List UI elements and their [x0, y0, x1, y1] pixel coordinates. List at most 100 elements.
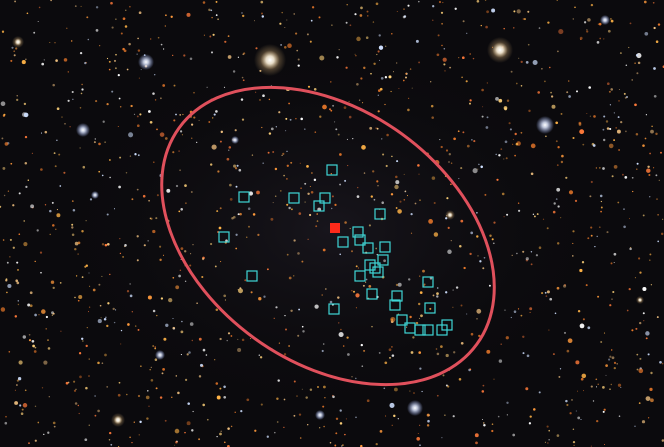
- star: [636, 353, 639, 356]
- star: [355, 293, 360, 298]
- center-marker: [330, 223, 340, 233]
- star: [554, 312, 557, 315]
- star: [515, 82, 518, 85]
- star: [178, 150, 180, 152]
- star: [145, 395, 150, 400]
- star: [21, 60, 26, 65]
- star: [530, 263, 533, 266]
- star: [279, 190, 282, 192]
- star: [391, 346, 393, 348]
- star: [557, 146, 560, 149]
- star: [69, 126, 71, 128]
- star: [178, 274, 181, 278]
- star: [471, 139, 473, 141]
- star: [266, 268, 269, 271]
- star: [311, 6, 315, 9]
- star: [360, 444, 363, 447]
- star: [309, 388, 313, 392]
- star: [436, 53, 440, 57]
- star: [419, 444, 421, 446]
- star: [126, 393, 128, 396]
- star: [342, 444, 344, 446]
- star: [213, 113, 216, 116]
- star: [53, 152, 56, 155]
- star: [310, 191, 314, 194]
- star: [649, 253, 652, 256]
- star: [568, 190, 574, 195]
- star: [376, 53, 378, 56]
- star: [592, 400, 595, 402]
- star: [366, 399, 370, 403]
- star: [262, 162, 265, 165]
- star: [156, 194, 159, 197]
- star: [217, 18, 219, 21]
- star: [511, 254, 513, 257]
- bright-star: [91, 191, 99, 199]
- star: [307, 238, 309, 240]
- star: [460, 167, 463, 170]
- star: [609, 17, 612, 20]
- star: [297, 334, 300, 337]
- star: [390, 90, 392, 93]
- star: [541, 292, 544, 295]
- star: [174, 428, 180, 434]
- star: [173, 84, 176, 87]
- star: [246, 398, 250, 402]
- star: [106, 386, 109, 388]
- star: [576, 390, 579, 392]
- star: [53, 425, 56, 428]
- star: [391, 155, 393, 158]
- star: [49, 41, 51, 44]
- star: [224, 299, 226, 301]
- star: [170, 15, 173, 18]
- star: [602, 138, 606, 142]
- star: [525, 259, 529, 262]
- star: [11, 46, 14, 49]
- star: [81, 83, 83, 86]
- star: [208, 121, 211, 123]
- star: [386, 133, 389, 137]
- star: [251, 154, 254, 156]
- star: [528, 422, 532, 425]
- star: [49, 209, 52, 213]
- star: [516, 9, 521, 14]
- star: [234, 167, 238, 170]
- star: [613, 366, 616, 370]
- star: [525, 387, 529, 391]
- star: [162, 84, 166, 87]
- star: [22, 403, 28, 408]
- star: [442, 374, 445, 377]
- star: [81, 229, 84, 233]
- star: [257, 233, 260, 237]
- star: [118, 381, 121, 384]
- star: [82, 340, 84, 342]
- star: [261, 12, 263, 15]
- star: [360, 77, 363, 80]
- star: [541, 67, 543, 70]
- star: [510, 70, 513, 73]
- star: [324, 397, 326, 399]
- star: [433, 232, 439, 237]
- star: [512, 433, 516, 437]
- star: [546, 227, 549, 230]
- star: [119, 252, 122, 255]
- star: [587, 237, 590, 240]
- star: [390, 193, 394, 196]
- star: [426, 424, 430, 427]
- star: [465, 80, 468, 83]
- star: [286, 150, 288, 152]
- star: [379, 430, 383, 433]
- star: [613, 165, 618, 169]
- star: [532, 59, 538, 66]
- source-box: [288, 192, 300, 204]
- star: [628, 287, 631, 291]
- star: [572, 230, 575, 233]
- star: [396, 62, 398, 64]
- star: [618, 149, 621, 151]
- star: [189, 57, 193, 60]
- star: [590, 226, 593, 229]
- star: [149, 120, 153, 124]
- star: [196, 302, 198, 305]
- star: [336, 56, 339, 59]
- star: [288, 345, 290, 347]
